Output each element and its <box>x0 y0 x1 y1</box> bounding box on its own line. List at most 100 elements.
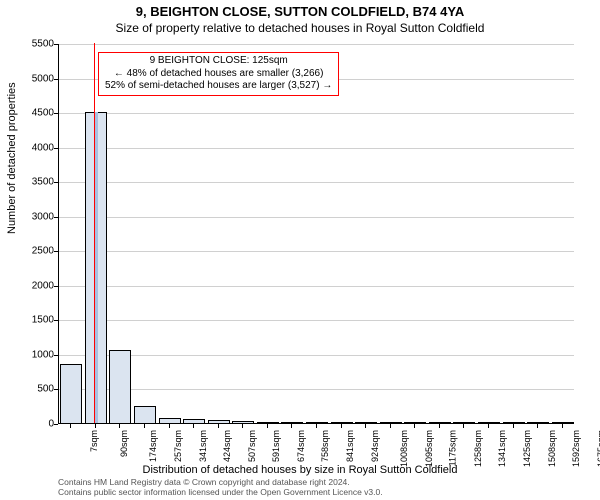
xtick-mark <box>119 424 120 428</box>
gridline <box>59 44 574 45</box>
ytick-label: 4000 <box>14 142 54 153</box>
xtick-mark <box>144 424 145 428</box>
xtick-label: 1008sqm <box>399 430 409 467</box>
gridline <box>59 251 574 252</box>
chart-subtitle: Size of property relative to detached ho… <box>0 19 600 35</box>
xtick-label: 1341sqm <box>497 430 507 467</box>
ytick-mark <box>54 79 58 80</box>
ytick-mark <box>54 320 58 321</box>
xtick-mark <box>291 424 292 428</box>
xtick-label: 841sqm <box>345 430 355 462</box>
xtick-mark <box>341 424 342 428</box>
gridline <box>59 286 574 287</box>
xtick-mark <box>537 424 538 428</box>
bar <box>429 422 451 423</box>
gridline <box>59 320 574 321</box>
xtick-label: 591sqm <box>271 430 281 462</box>
bar <box>478 422 500 423</box>
ytick-label: 5000 <box>14 73 54 84</box>
chart-container: 9, BEIGHTON CLOSE, SUTTON COLDFIELD, B74… <box>0 0 600 500</box>
xtick-mark <box>169 424 170 428</box>
xtick-mark <box>193 424 194 428</box>
ytick-mark <box>54 389 58 390</box>
ytick-label: 3000 <box>14 211 54 222</box>
annotation-line: 52% of semi-detached houses are larger (… <box>105 80 332 93</box>
xtick-mark <box>463 424 464 428</box>
xtick-mark <box>390 424 391 428</box>
ytick-mark <box>54 251 58 252</box>
gridline <box>59 182 574 183</box>
bar <box>60 364 82 423</box>
footer-attribution: Contains HM Land Registry data © Crown c… <box>58 478 383 498</box>
ytick-label: 4500 <box>14 108 54 119</box>
xtick-label: 257sqm <box>173 430 183 462</box>
xtick-label: 1508sqm <box>547 430 557 467</box>
xtick-mark <box>218 424 219 428</box>
bar <box>109 350 131 423</box>
ytick-label: 5500 <box>14 39 54 50</box>
ytick-mark <box>54 148 58 149</box>
ytick-label: 2000 <box>14 280 54 291</box>
xtick-mark <box>488 424 489 428</box>
plot-area <box>58 44 574 424</box>
xtick-label: 7sqm <box>89 430 99 452</box>
ytick-mark <box>54 217 58 218</box>
ytick-mark <box>54 113 58 114</box>
highlight-line <box>94 43 95 423</box>
xtick-label: 1175sqm <box>448 430 458 466</box>
annotation-box: 9 BEIGHTON CLOSE: 125sqm← 48% of detache… <box>98 52 339 96</box>
xtick-label: 1425sqm <box>522 430 532 467</box>
bar <box>183 419 205 423</box>
ytick-mark <box>54 44 58 45</box>
ytick-label: 1000 <box>14 349 54 360</box>
gridline <box>59 355 574 356</box>
ytick-label: 500 <box>14 384 54 395</box>
gridline <box>59 217 574 218</box>
bar <box>380 422 402 423</box>
ytick-mark <box>54 286 58 287</box>
bar <box>404 422 426 423</box>
footer-line-2: Contains public sector information licen… <box>58 488 383 498</box>
ytick-mark <box>54 355 58 356</box>
bar <box>208 420 230 423</box>
bar <box>527 422 549 423</box>
xtick-mark <box>316 424 317 428</box>
annotation-line: 9 BEIGHTON CLOSE: 125sqm <box>105 55 332 68</box>
ytick-mark <box>54 182 58 183</box>
annotation-line: ← 48% of detached houses are smaller (3,… <box>105 68 332 81</box>
ytick-mark <box>54 424 58 425</box>
bar <box>159 418 181 423</box>
xtick-label: 924sqm <box>370 430 380 462</box>
xtick-mark <box>439 424 440 428</box>
bar <box>355 422 377 423</box>
chart-title: 9, BEIGHTON CLOSE, SUTTON COLDFIELD, B74… <box>0 0 600 19</box>
gridline <box>59 389 574 390</box>
bar <box>503 422 525 423</box>
xtick-label: 674sqm <box>296 430 306 462</box>
xtick-mark <box>513 424 514 428</box>
ytick-label: 3500 <box>14 177 54 188</box>
bar <box>232 421 254 423</box>
ytick-label: 1500 <box>14 315 54 326</box>
xtick-label: 1258sqm <box>473 430 483 467</box>
bar <box>552 422 574 423</box>
xtick-mark <box>562 424 563 428</box>
bar <box>257 422 279 423</box>
xtick-label: 1095sqm <box>424 430 434 467</box>
xtick-mark <box>70 424 71 428</box>
xtick-label: 90sqm <box>119 430 129 457</box>
xtick-mark <box>267 424 268 428</box>
gridline <box>59 148 574 149</box>
xtick-mark <box>95 424 96 428</box>
xtick-mark <box>365 424 366 428</box>
xtick-label: 758sqm <box>320 430 330 462</box>
xtick-mark <box>414 424 415 428</box>
bar <box>306 422 328 423</box>
ytick-label: 2500 <box>14 246 54 257</box>
bar <box>281 422 303 423</box>
xtick-label: 341sqm <box>198 430 208 462</box>
xtick-label: 174sqm <box>148 430 158 462</box>
bar <box>453 422 475 423</box>
bar <box>331 422 353 423</box>
x-axis-title: Distribution of detached houses by size … <box>0 464 600 476</box>
